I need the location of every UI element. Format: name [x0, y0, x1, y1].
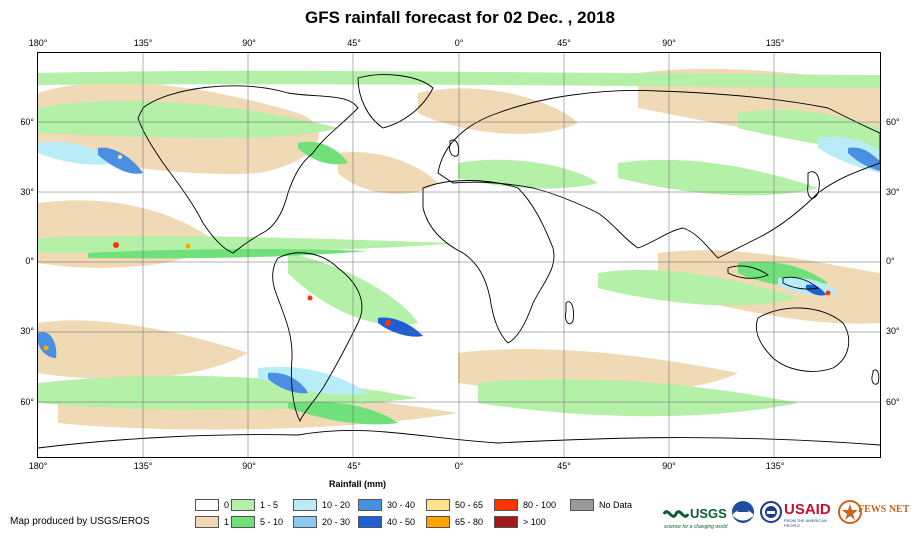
- usgs-logo-text: USGS: [690, 506, 727, 521]
- lon-label-bottom-180: 180°: [28, 461, 48, 471]
- legend-item-6: 30 - 40: [358, 499, 415, 511]
- legend-title: Rainfall (mm): [329, 479, 387, 489]
- lon-label-top-135w: 135°: [133, 38, 153, 48]
- rainfall-map-canvas: [38, 53, 880, 457]
- usaid-tagline: FROM THE AMERICAN PEOPLE: [784, 518, 827, 528]
- usgs-logo: USGS science for a changing world: [662, 500, 728, 530]
- legend-swatch: [293, 499, 317, 511]
- legend-swatch: [494, 516, 518, 528]
- legend-swatch: [570, 499, 594, 511]
- legend-label: 0: [224, 500, 230, 510]
- legend-item-10: 80 - 100: [494, 499, 556, 511]
- usaid-logo-text: USAID: [784, 501, 831, 518]
- lon-label-bottom-90w: 90°: [242, 461, 256, 471]
- lon-label-bottom-135w: 135°: [133, 461, 153, 471]
- fews-net-logo-text: FEWS NET: [858, 504, 910, 515]
- usaid-logo: USAID FROM THE AMERICAN PEOPLE: [784, 501, 836, 529]
- legend-swatch: [426, 499, 450, 511]
- legend-swatch: [195, 499, 219, 511]
- lon-label-bottom-45e: 45°: [557, 461, 571, 471]
- legend-label: 80 - 100: [523, 500, 557, 510]
- legend-swatch: [494, 499, 518, 511]
- credit-text: Map produced by USGS/EROS: [10, 516, 150, 527]
- legend-label: > 100: [523, 517, 546, 527]
- lat-label-right-30s: 30°: [886, 326, 900, 336]
- lon-label-top-45w: 45°: [347, 38, 361, 48]
- lat-label-left-60n: 60°: [20, 117, 34, 127]
- noaa-icon: [731, 500, 755, 524]
- lat-label-left-30n: 30°: [20, 187, 34, 197]
- legend-swatch: [231, 499, 255, 511]
- legend-item-7: 40 - 50: [358, 516, 415, 528]
- legend-swatch: [231, 516, 255, 528]
- lat-label-right-30n: 30°: [886, 187, 900, 197]
- legend-item-9: 65 - 80: [426, 516, 483, 528]
- lon-label-top-90w: 90°: [242, 38, 256, 48]
- lat-label-left-60s: 60°: [20, 397, 34, 407]
- lat-label-right-0: 0°: [886, 256, 895, 266]
- lat-label-right-60s: 60°: [886, 397, 900, 407]
- rainfall-fields: [38, 68, 880, 430]
- legend-item-5: 20 - 30: [293, 516, 350, 528]
- legend-item-2: 1 - 5: [231, 499, 278, 511]
- fews-net-logo: FEWS NET: [858, 504, 916, 524]
- legend-label: 5 - 10: [260, 517, 284, 527]
- lon-label-bottom-135e: 135°: [765, 461, 785, 471]
- graticule: [38, 53, 880, 457]
- lon-label-bottom-90e: 90°: [662, 461, 676, 471]
- legend-item-8: 50 - 65: [426, 499, 483, 511]
- usgs-logo-mark: USGS science for a changing world: [662, 506, 728, 530]
- map-title: GFS rainfall forecast for 02 Dec. , 2018: [305, 8, 615, 27]
- lat-label-right-60n: 60°: [886, 117, 900, 127]
- fews-net-icon: [838, 500, 862, 524]
- legend-label: 1: [224, 517, 230, 527]
- legend-item-4: 10 - 20: [293, 499, 350, 511]
- legend-label: No Data: [599, 500, 633, 510]
- lon-label-top-180: 180°: [28, 38, 48, 48]
- lon-label-top-0: 0°: [454, 38, 464, 48]
- lat-label-left-0: 0°: [25, 256, 34, 266]
- usgs-tagline: science for a changing world: [664, 524, 728, 530]
- legend-swatch: [195, 516, 219, 528]
- lon-label-bottom-45w: 45°: [347, 461, 361, 471]
- legend-swatch: [358, 516, 382, 528]
- coastlines: [38, 74, 880, 449]
- legend-item-1: 1: [195, 516, 229, 528]
- lon-label-top-90e: 90°: [662, 38, 676, 48]
- lat-label-left-30s: 30°: [20, 326, 34, 336]
- lon-label-top-135e: 135°: [765, 38, 785, 48]
- legend-label: 10 - 20: [322, 500, 351, 510]
- legend-label: 1 - 5: [260, 500, 279, 510]
- usaid-seal-icon: [760, 501, 782, 523]
- legend-swatch: [358, 499, 382, 511]
- legend-label: 65 - 80: [455, 517, 484, 527]
- legend-swatch: [426, 516, 450, 528]
- legend-item-0: 0: [195, 499, 229, 511]
- legend-label: 40 - 50: [387, 517, 416, 527]
- legend-item-3: 5 - 10: [231, 516, 283, 528]
- legend-label: 30 - 40: [387, 500, 416, 510]
- rainfall-map: [37, 52, 881, 458]
- lon-label-top-45e: 45°: [557, 38, 571, 48]
- legend-item-12: No Data: [570, 499, 632, 511]
- lon-label-bottom-0: 0°: [454, 461, 464, 471]
- legend-label: 20 - 30: [322, 517, 351, 527]
- legend-item-11: > 100: [494, 516, 546, 528]
- legend-label: 50 - 65: [455, 500, 484, 510]
- legend-swatch: [293, 516, 317, 528]
